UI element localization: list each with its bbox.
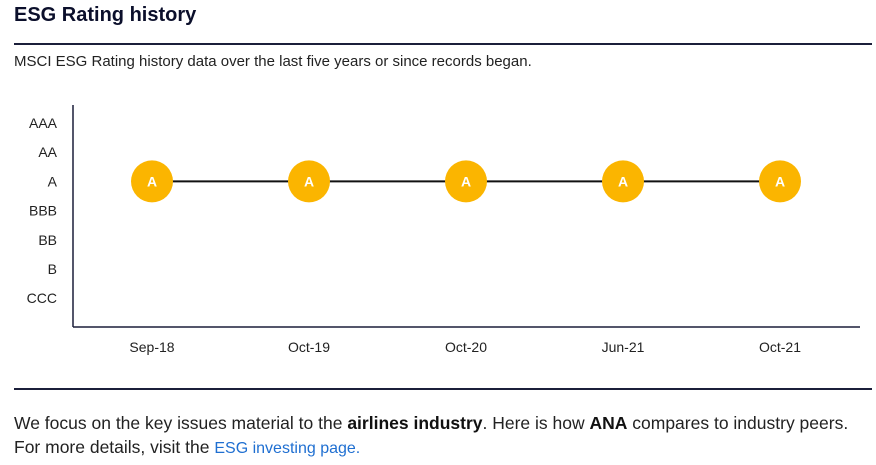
section-subtitle: MSCI ESG Rating history data over the la… [14, 53, 532, 70]
section-title: ESG Rating history [14, 4, 197, 26]
rating-point-label: A [461, 173, 471, 189]
y-tick-label: B [48, 261, 57, 277]
rating-point [759, 160, 801, 203]
rating-point [445, 160, 487, 203]
y-tick-label: BBB [29, 203, 57, 219]
rating-point [602, 160, 644, 203]
y-tick-label: BB [38, 232, 57, 248]
footer-text-3: compares to industry peers. For more det… [14, 413, 849, 457]
footer-text-1: We focus on the key issues material to t… [14, 413, 348, 433]
x-tick-label: Sep-18 [129, 339, 174, 355]
rating-point-label: A [147, 173, 157, 189]
footer-paragraph: We focus on the key issues material to t… [14, 411, 864, 461]
y-tick-label: AAA [29, 115, 58, 131]
rating-point-label: A [304, 173, 314, 189]
footer-text-2: . Here is how [482, 413, 590, 433]
y-tick-label: AA [38, 144, 57, 160]
top-divider [14, 43, 872, 45]
rating-point [131, 160, 173, 203]
x-tick-label: Oct-20 [445, 339, 487, 355]
x-tick-label: Oct-19 [288, 339, 330, 355]
bottom-divider [14, 388, 872, 390]
rating-point-label: A [618, 173, 628, 189]
x-tick-label: Oct-21 [759, 339, 801, 355]
rating-point [288, 160, 330, 203]
y-tick-label: A [48, 173, 58, 189]
x-tick-label: Jun-21 [602, 339, 645, 355]
y-tick-label: CCC [27, 290, 57, 306]
rating-point-label: A [775, 173, 785, 189]
company-name: ANA [589, 413, 628, 433]
esg-investing-link[interactable]: ESG investing page. [214, 440, 361, 457]
industry-name: airlines industry [347, 413, 483, 433]
